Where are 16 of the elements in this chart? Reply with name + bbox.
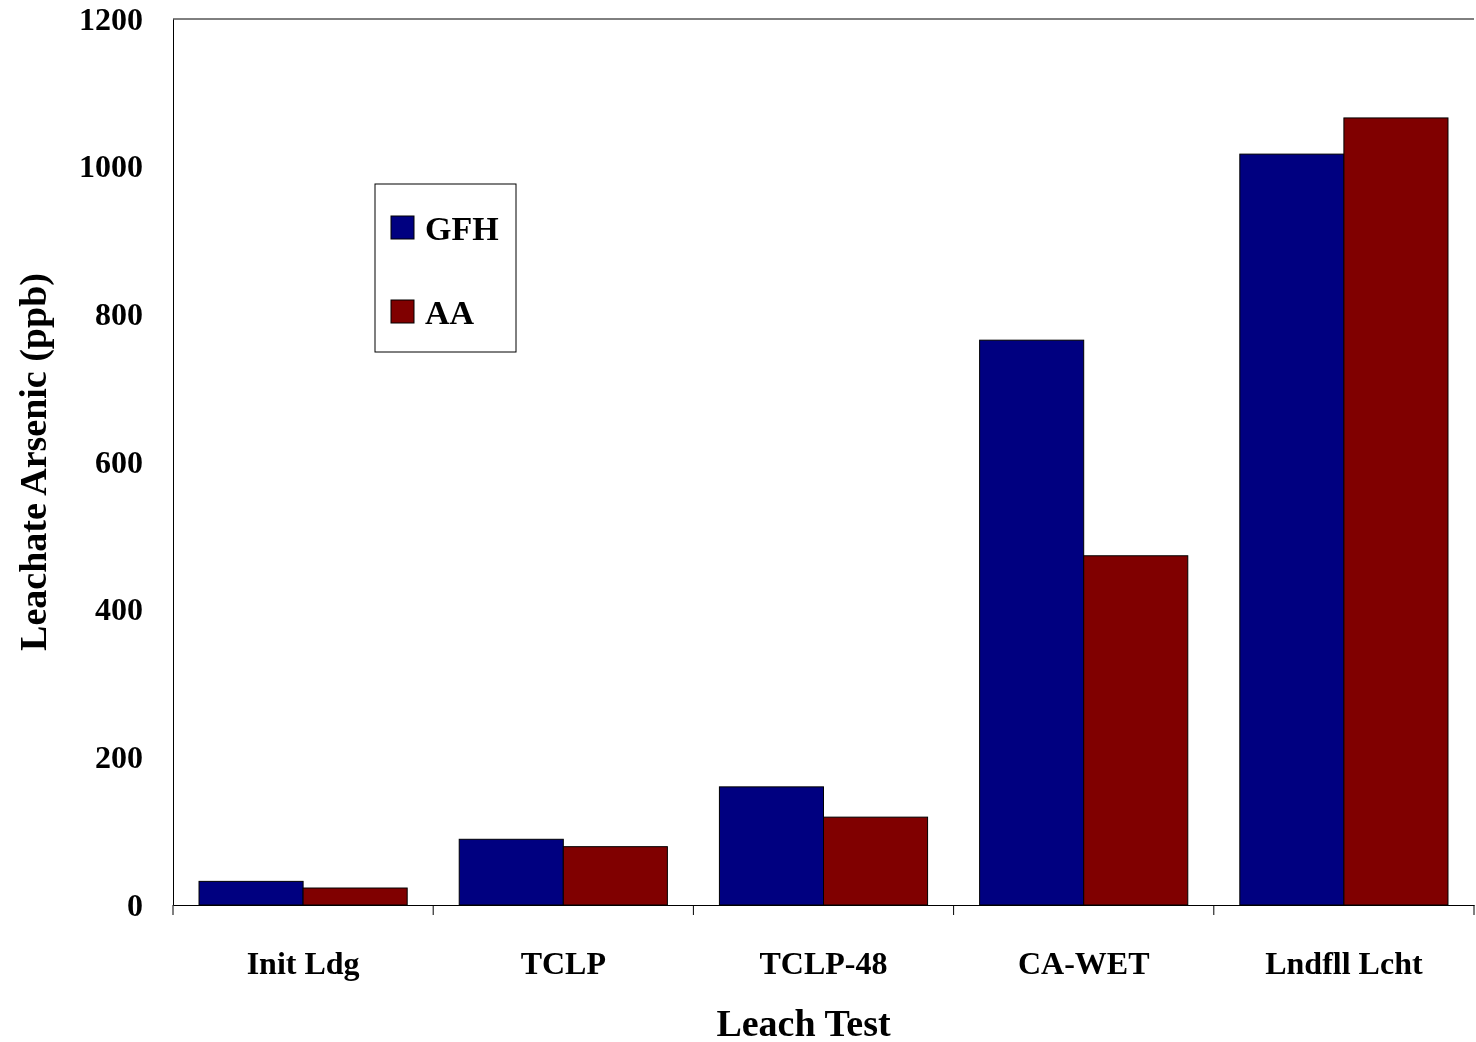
x-tick-label: TCLP-48 [759, 944, 888, 981]
legend-label: GFH [425, 210, 499, 247]
y-tick-label: 1200 [79, 0, 143, 37]
y-tick-label: 200 [95, 739, 143, 776]
legend-label: AA [425, 294, 475, 331]
x-axis-title: Leach Test [716, 1002, 891, 1042]
x-tick-label: TCLP [520, 944, 606, 981]
y-tick-label: 400 [95, 591, 143, 628]
y-tick-label: 600 [95, 443, 143, 480]
x-tick-label: Lndfll Lcht [1265, 944, 1423, 981]
y-tick-label: 800 [95, 296, 143, 333]
y-tick-label: 1000 [79, 148, 143, 185]
y-axis-title: Leachate Arsenic (ppb) [12, 273, 55, 651]
y-tick-label: 0 [127, 886, 143, 923]
x-tick-label: Init Ldg [246, 944, 360, 981]
x-tick-label: CA-WET [1017, 944, 1150, 981]
